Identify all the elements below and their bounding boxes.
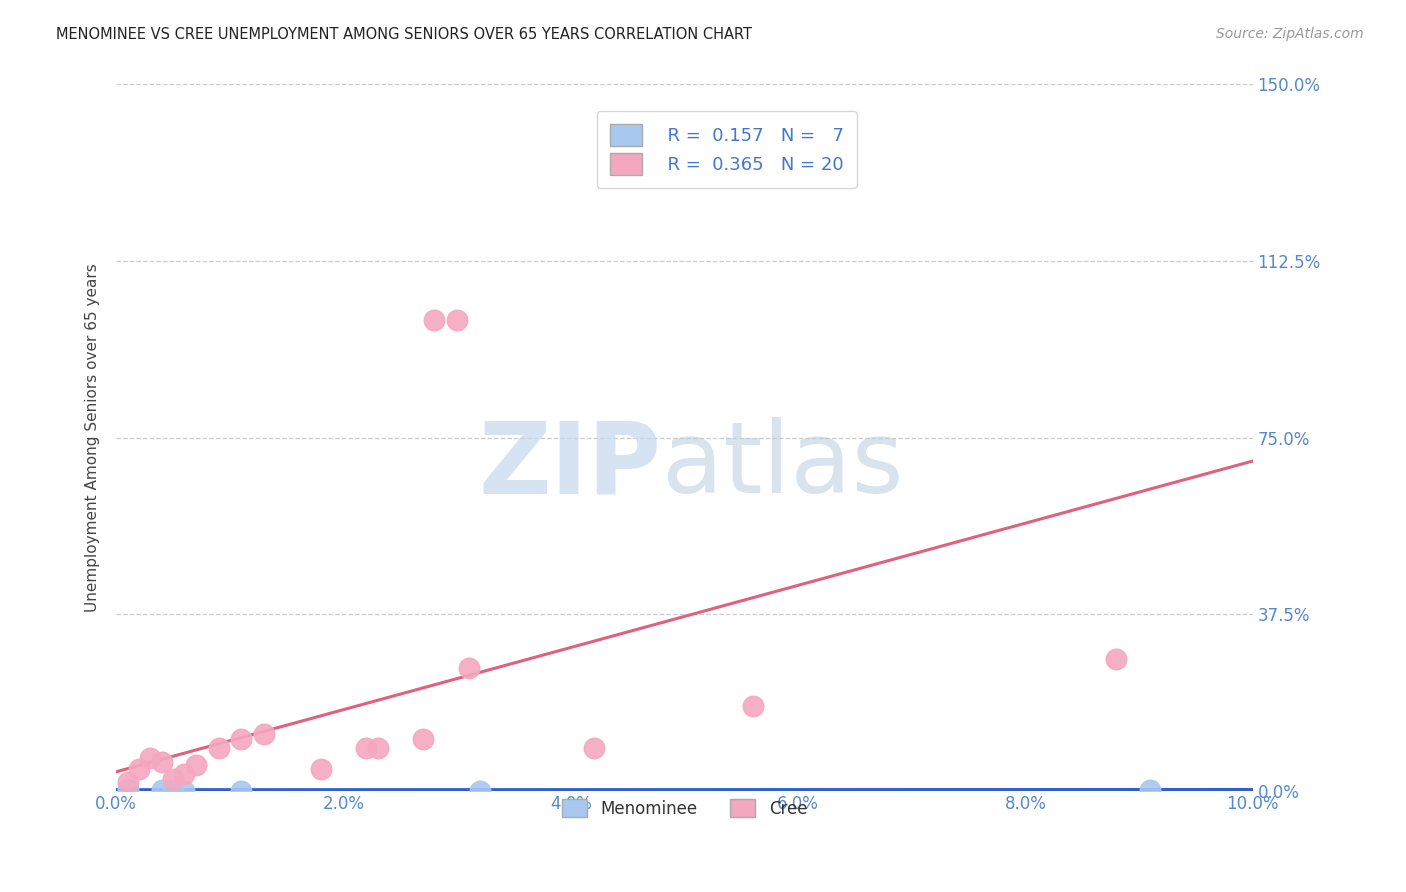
Point [231,731,253,746]
Point [173,783,195,797]
Text: atlas: atlas [662,417,903,515]
Point [1105,652,1128,666]
Text: ZIP: ZIP [479,417,662,515]
Point [150,783,173,797]
Point [423,313,446,327]
Point [184,757,207,772]
Point [139,750,162,764]
Point [231,783,253,797]
Text: MENOMINEE VS CREE UNEMPLOYMENT AMONG SENIORS OVER 65 YEARS CORRELATION CHART: MENOMINEE VS CREE UNEMPLOYMENT AMONG SEN… [56,27,752,42]
Point [582,741,605,756]
Point [173,767,195,781]
Point [457,661,479,675]
Point [412,731,434,746]
Point [741,698,763,713]
Point [117,775,139,789]
Point [354,741,377,756]
Legend: Menominee, Cree: Menominee, Cree [555,793,814,824]
Point [253,727,276,741]
Point [150,756,173,770]
Point [162,772,184,786]
Point [117,781,139,796]
Point [309,763,332,777]
Point [468,783,491,797]
Point [446,313,468,327]
Point [207,741,229,756]
Point [162,783,184,797]
Text: Source: ZipAtlas.com: Source: ZipAtlas.com [1216,27,1364,41]
Point [367,741,389,756]
Y-axis label: Unemployment Among Seniors over 65 years: Unemployment Among Seniors over 65 years [86,263,100,612]
Point [128,763,150,777]
Point [1139,782,1161,797]
